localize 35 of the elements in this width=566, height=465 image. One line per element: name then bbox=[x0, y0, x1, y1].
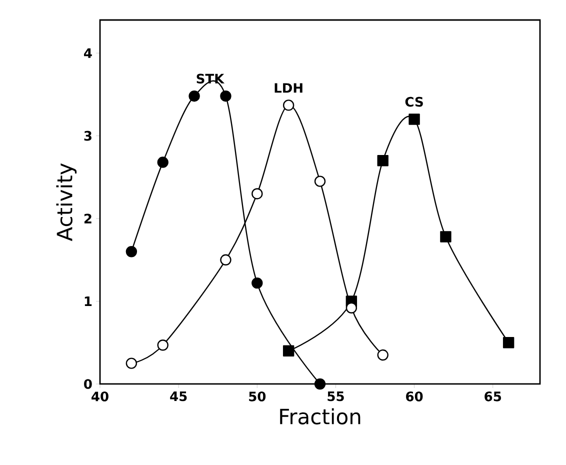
y-tick-label: 0 bbox=[84, 379, 92, 389]
x-tick-label: 45 bbox=[170, 392, 187, 402]
point bbox=[314, 176, 326, 187]
point bbox=[157, 156, 168, 168]
x-tick-label: 65 bbox=[484, 392, 501, 402]
y-axis-title: Activity bbox=[56, 163, 77, 242]
x-tick-label: 55 bbox=[328, 392, 344, 402]
point bbox=[282, 100, 294, 111]
series-label: CS bbox=[405, 96, 423, 107]
series-label: STK bbox=[196, 74, 225, 84]
x-axis-title: Fraction bbox=[280, 408, 360, 424]
point bbox=[314, 378, 326, 390]
y-tick-label: 1 bbox=[84, 296, 92, 306]
point bbox=[126, 358, 138, 369]
y-tick-label: 4 bbox=[84, 48, 92, 58]
point bbox=[220, 254, 232, 266]
point bbox=[282, 345, 294, 356]
point bbox=[157, 340, 168, 351]
point bbox=[252, 188, 263, 200]
point bbox=[377, 349, 388, 361]
y-tick-label: 3 bbox=[84, 130, 92, 141]
x-tick-label: 60 bbox=[406, 392, 423, 402]
point bbox=[440, 231, 452, 242]
point bbox=[408, 114, 420, 125]
point bbox=[252, 277, 263, 289]
point bbox=[220, 90, 232, 102]
series-label: LDH bbox=[274, 83, 302, 93]
point bbox=[502, 337, 514, 348]
x-tick-label: 40 bbox=[92, 392, 108, 402]
point bbox=[377, 155, 388, 166]
point bbox=[346, 302, 358, 314]
x-tick-label: 50 bbox=[249, 392, 266, 402]
y-tick-label: 2 bbox=[84, 214, 92, 224]
point bbox=[188, 90, 200, 102]
point bbox=[126, 246, 138, 258]
